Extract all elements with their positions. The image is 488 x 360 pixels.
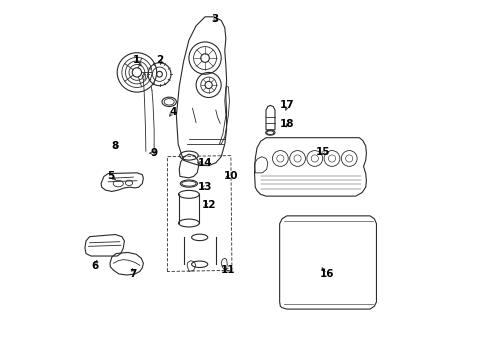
Text: 15: 15: [316, 147, 330, 157]
Text: 10: 10: [223, 171, 238, 181]
Text: 9: 9: [150, 148, 157, 158]
Text: 3: 3: [211, 14, 218, 24]
Text: 18: 18: [280, 120, 294, 129]
Text: 2: 2: [156, 55, 163, 65]
Text: 7: 7: [129, 269, 136, 279]
Text: 8: 8: [111, 141, 118, 151]
Text: 11: 11: [221, 265, 235, 275]
Text: 13: 13: [198, 182, 212, 192]
Text: 12: 12: [202, 200, 216, 210]
Text: 17: 17: [280, 100, 294, 110]
Text: 4: 4: [169, 107, 176, 117]
Text: 6: 6: [91, 261, 98, 271]
Text: 1: 1: [133, 55, 140, 65]
Text: 5: 5: [107, 171, 115, 181]
Text: 14: 14: [197, 158, 212, 168]
Text: 16: 16: [319, 269, 333, 279]
